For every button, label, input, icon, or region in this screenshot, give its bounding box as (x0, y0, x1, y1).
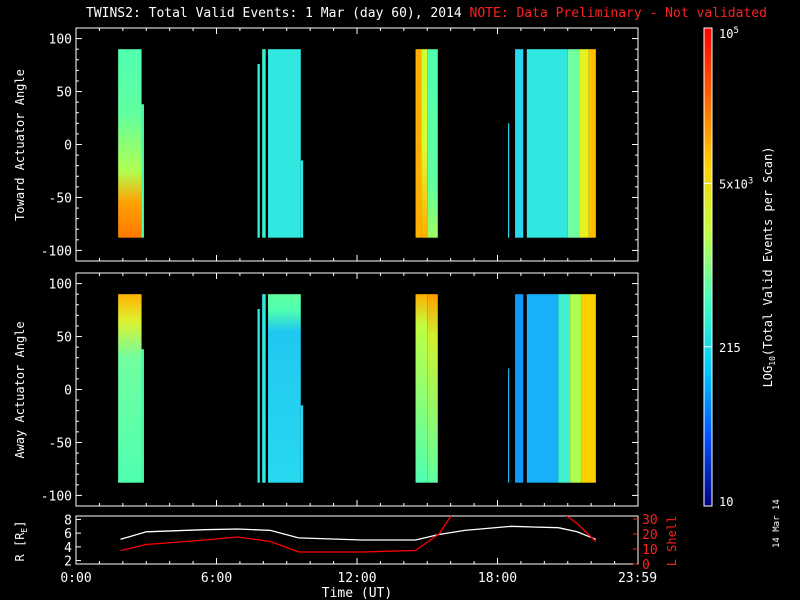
heatmap-toward (118, 49, 596, 238)
y-tick-label: 50 (56, 86, 72, 101)
heatmap-segment (141, 104, 144, 238)
heatmap-segment (526, 49, 568, 238)
lshell-line (120, 516, 452, 553)
heatmap-segment (415, 49, 422, 238)
heatmap-segment (508, 368, 510, 483)
ylabel-orbit-lshell: L Shell (665, 516, 679, 567)
heatmap-segment (579, 49, 589, 238)
y-tick-label: -50 (49, 191, 72, 206)
xlabel-time: Time (UT) (322, 586, 392, 600)
title-main: TWINS2: Total Valid Events: 1 Mar (day 6… (86, 6, 462, 21)
lshell-tick-label: 30 (642, 513, 658, 528)
axis-toward: 100 50 0 -50 -100 (41, 27, 639, 262)
heatmap-segment (515, 49, 524, 238)
x-tick-label: 23:59 (618, 571, 657, 586)
heatmap-segment (427, 294, 438, 483)
radius-line (120, 525, 597, 541)
heatmap-segment (257, 309, 260, 483)
heatmap-segment (570, 294, 582, 483)
heatmap-segment (262, 294, 266, 483)
date-stamp: 14 Mar 14 (772, 499, 782, 548)
y-tick-label: 100 (49, 33, 72, 48)
chart-title: TWINS2: Total Valid Events: 1 Mar (day 6… (86, 6, 767, 21)
colorbar-tick-label: 10 (719, 495, 733, 509)
lshell-tick-label: 10 (642, 543, 658, 558)
lshell-tick-label: 0 (642, 558, 650, 573)
colorbar (703, 27, 713, 507)
axis-away: 100 50 0 -50 -100 (41, 272, 639, 507)
x-tick-label: 0:00 (60, 571, 91, 586)
colorbar-ticks: 10 215 5x103 105 (704, 26, 753, 509)
heatmap-segment (515, 294, 524, 483)
ylabel-away: Away Actuator Angle (13, 321, 27, 458)
x-tick-label: 12:00 (337, 571, 376, 586)
y-tick-label: -50 (49, 436, 72, 451)
r-tick-label: 6 (64, 527, 72, 542)
heatmap-segment (118, 294, 142, 483)
heatmap-segment (588, 49, 596, 238)
heatmap-segment (300, 405, 304, 483)
heatmap-segment (558, 294, 571, 483)
colorbar-tick-label: 215 (719, 341, 741, 355)
y-tick-label: 0 (64, 384, 72, 399)
heatmap-segment (268, 294, 301, 483)
title-note: NOTE: Data Preliminary - Not validated (469, 6, 767, 21)
heatmap-segment (415, 294, 428, 483)
ylabel-toward: Toward Actuator Angle (13, 69, 27, 221)
lshell-tick-label: 20 (642, 528, 658, 543)
r-tick-label: 8 (64, 513, 72, 528)
y-tick-label: 100 (49, 278, 72, 293)
r-tick-label: 2 (64, 555, 72, 570)
heatmap-segment (508, 123, 510, 238)
colorbar-label: LOG10(Total Valid Events per Scan) (761, 147, 777, 388)
x-tick-label: 18:00 (478, 571, 517, 586)
colorbar-tick-label: 5x103 (719, 176, 753, 191)
heatmap-segment (300, 160, 304, 238)
y-tick-label: -100 (41, 244, 72, 259)
y-tick-label: 0 (64, 139, 72, 154)
heatmap-segment (118, 49, 142, 238)
lshell-line (566, 516, 597, 542)
heatmap-segment (268, 49, 301, 238)
heatmap-segment (421, 49, 428, 238)
y-tick-label: -100 (41, 489, 72, 504)
r-tick-label: 4 (64, 541, 72, 556)
heatmap-segment (526, 294, 559, 483)
heatmap-segment (581, 294, 596, 483)
heatmap-segment (567, 49, 580, 238)
orbit-lines (120, 516, 597, 553)
x-tick-label: 6:00 (201, 571, 232, 586)
heatmap-segment (427, 49, 438, 238)
ylabel-orbit-r: R [RE] (13, 521, 29, 562)
colorbar-tick-label: 105 (719, 26, 739, 41)
heatmap-away (118, 294, 596, 483)
heatmap-segment (141, 349, 144, 483)
heatmap-segment (262, 49, 266, 238)
heatmap-segment (257, 64, 260, 238)
y-tick-label: 50 (56, 331, 72, 346)
